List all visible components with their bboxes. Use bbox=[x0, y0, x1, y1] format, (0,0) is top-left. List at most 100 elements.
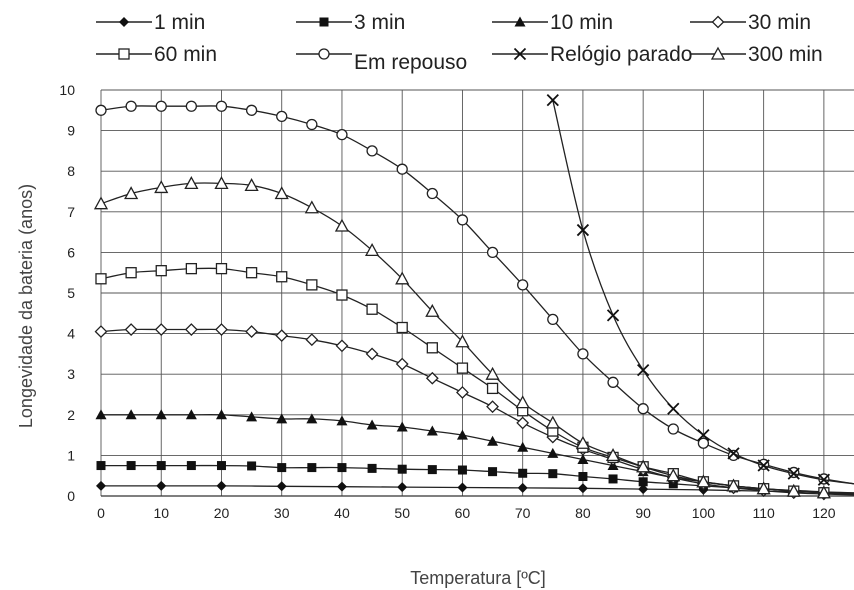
data-point bbox=[608, 474, 618, 484]
series-lines bbox=[93, 94, 854, 501]
data-point bbox=[337, 463, 347, 473]
y-tick-label: 2 bbox=[67, 407, 75, 423]
data-point bbox=[455, 334, 470, 348]
legend-item: 300 min bbox=[690, 43, 823, 66]
data-point bbox=[757, 459, 770, 472]
data-point bbox=[156, 480, 167, 491]
data-point bbox=[485, 366, 500, 380]
data-point bbox=[304, 200, 319, 214]
x-cross-stroke bbox=[637, 364, 650, 377]
series-line-60-min bbox=[100, 267, 854, 495]
data-point bbox=[336, 289, 348, 301]
data-point bbox=[94, 325, 108, 338]
x-cross-stroke bbox=[576, 223, 590, 237]
data-point bbox=[518, 468, 528, 478]
data-point bbox=[305, 333, 319, 347]
legend-marker bbox=[319, 17, 329, 27]
x-cross-stroke bbox=[546, 94, 559, 107]
x-tick-label: 10 bbox=[153, 505, 169, 521]
data-point bbox=[186, 461, 196, 471]
series-line-300-min bbox=[100, 182, 854, 495]
data-point bbox=[245, 104, 258, 116]
data-point bbox=[756, 481, 771, 495]
x-tick-label: 70 bbox=[515, 505, 531, 521]
data-point bbox=[397, 464, 407, 474]
data-point bbox=[367, 463, 377, 473]
data-point bbox=[666, 468, 681, 482]
data-point bbox=[486, 246, 499, 259]
data-point bbox=[396, 163, 408, 175]
data-point bbox=[215, 323, 228, 336]
legend-item: 30 min bbox=[690, 11, 811, 34]
data-point bbox=[397, 482, 408, 493]
y-tick-label: 1 bbox=[67, 447, 75, 463]
data-point bbox=[306, 279, 318, 291]
data-point bbox=[306, 118, 318, 131]
data-point bbox=[155, 100, 167, 112]
x-tick-label: 20 bbox=[214, 505, 230, 521]
data-point bbox=[638, 477, 648, 487]
legend-item: 60 min bbox=[96, 43, 217, 66]
legend-marker bbox=[513, 47, 527, 61]
data-point bbox=[575, 435, 591, 449]
series-10-min bbox=[95, 409, 854, 498]
data-point bbox=[426, 425, 438, 436]
data-point bbox=[275, 329, 289, 343]
legend-item: Relógio parado bbox=[492, 43, 692, 66]
data-point bbox=[154, 180, 169, 194]
data-point bbox=[125, 409, 137, 420]
legend-marker bbox=[118, 48, 130, 60]
series-relogio-parado bbox=[546, 94, 854, 486]
data-point bbox=[95, 273, 107, 285]
data-point bbox=[667, 423, 679, 435]
data-point bbox=[517, 279, 529, 291]
data-point bbox=[545, 415, 560, 429]
legend-label: 30 min bbox=[748, 11, 811, 34]
legend-label: 1 min bbox=[154, 11, 205, 34]
x-tick-label: 40 bbox=[334, 505, 350, 521]
data-point bbox=[336, 481, 347, 492]
data-point bbox=[605, 448, 621, 462]
data-point bbox=[607, 376, 619, 388]
data-point bbox=[457, 465, 467, 475]
data-point bbox=[154, 323, 168, 336]
y-axis-title: Longevidade da bateria (anos) bbox=[16, 184, 36, 428]
data-point bbox=[124, 323, 138, 336]
data-point bbox=[667, 402, 680, 415]
data-point bbox=[696, 474, 711, 488]
data-point bbox=[95, 409, 107, 420]
legend-marker bbox=[318, 48, 330, 60]
y-tick-label: 10 bbox=[59, 82, 75, 98]
x-tick-label: 80 bbox=[575, 505, 591, 521]
data-point bbox=[336, 415, 348, 426]
legend-item: 3 min bbox=[296, 11, 405, 34]
data-point bbox=[335, 339, 349, 353]
legend-label: 3 min bbox=[354, 11, 405, 34]
x-tick-label: 30 bbox=[274, 505, 290, 521]
data-point bbox=[216, 480, 227, 491]
data-point bbox=[425, 303, 440, 317]
x-tick-label: 0 bbox=[97, 505, 105, 521]
data-point bbox=[306, 413, 318, 424]
data-point bbox=[576, 223, 590, 237]
x-cross-stroke bbox=[667, 402, 680, 415]
data-point bbox=[577, 453, 589, 464]
data-point bbox=[245, 267, 258, 279]
data-point bbox=[786, 483, 801, 497]
y-tick-label: 7 bbox=[67, 204, 75, 220]
data-point bbox=[727, 447, 740, 460]
data-point bbox=[577, 483, 588, 494]
data-point bbox=[426, 187, 438, 200]
tick-labels: 0 10 20 30 40 50 60 70 80 90 100 110 120 0 1 2 3 4 5 6 7 8 9 10 bbox=[59, 82, 835, 521]
data-point bbox=[185, 100, 198, 112]
data-point bbox=[548, 469, 558, 479]
data-point bbox=[726, 478, 741, 492]
legend-item: 10 min bbox=[492, 11, 613, 34]
data-point bbox=[487, 435, 499, 446]
data-point bbox=[214, 176, 229, 190]
x-tick-label: 60 bbox=[455, 505, 471, 521]
data-point bbox=[276, 271, 288, 283]
x-cross-stroke bbox=[606, 309, 620, 322]
legend-label: Relógio parado bbox=[550, 43, 692, 66]
data-point bbox=[817, 473, 831, 486]
